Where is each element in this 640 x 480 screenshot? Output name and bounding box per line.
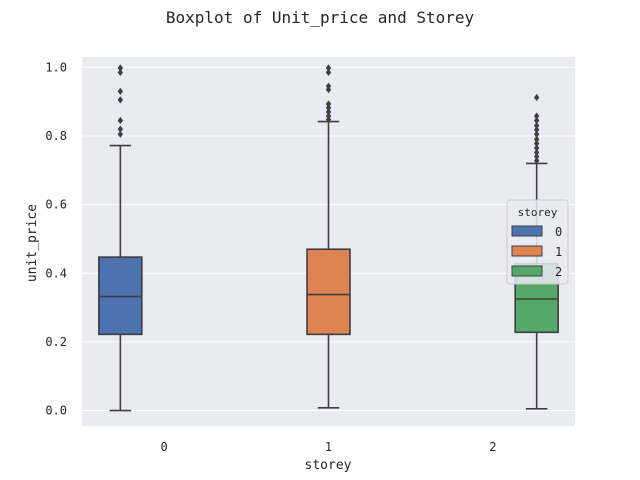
legend-label-0: 0	[555, 225, 562, 239]
legend-swatch-2	[512, 266, 542, 276]
legend-label-2: 2	[555, 265, 562, 279]
y-tick-label: 0.2	[45, 335, 67, 349]
x-axis-ticks: 0 1 2	[161, 440, 497, 454]
y-tick-label: 0.4	[45, 266, 67, 280]
legend-label-1: 1	[555, 245, 562, 259]
legend: storey 0 1 2	[507, 200, 568, 284]
y-tick-label: 1.0	[45, 60, 67, 74]
y-tick-label: 0.6	[45, 198, 67, 212]
x-tick-label: 0	[161, 440, 168, 454]
x-tick-label: 1	[325, 440, 332, 454]
x-tick-label: 2	[489, 440, 496, 454]
legend-title: storey	[518, 206, 558, 219]
y-axis-label: unit_price	[25, 204, 40, 282]
y-tick-label: 0.0	[45, 404, 67, 418]
legend-swatch-0	[512, 226, 542, 236]
box-iqr	[99, 257, 142, 334]
x-axis-label: storey	[305, 458, 352, 473]
y-tick-label: 0.8	[45, 129, 67, 143]
box-iqr	[307, 249, 350, 334]
legend-swatch-1	[512, 246, 542, 256]
y-axis-ticks: 0.0 0.2 0.4 0.6 0.8 1.0	[45, 60, 67, 417]
chart-title: Boxplot of Unit_price and Storey	[166, 8, 475, 27]
